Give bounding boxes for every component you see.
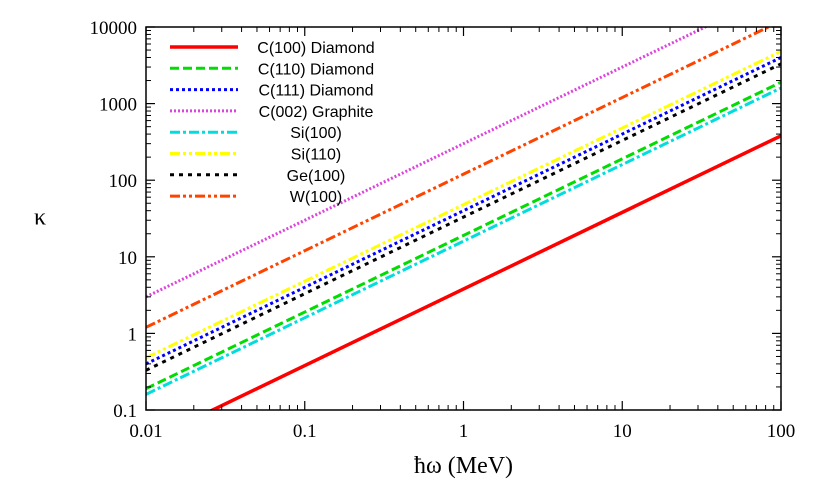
series-layer: [146, 27, 781, 410]
x-tick-label: 1: [459, 421, 469, 442]
series-line-2: [146, 80, 781, 391]
x-tick-label: 10: [613, 421, 632, 442]
series-line-3: [146, 56, 781, 366]
legend-label-6: Si(110): [291, 147, 341, 164]
y-tick-label: 10000: [90, 18, 138, 39]
series-line-4: [146, 27, 709, 299]
series-line-5: [146, 86, 781, 396]
y-axis-title: κ: [34, 205, 46, 231]
x-tick-label: 0.01: [129, 421, 162, 442]
y-tick-label: 1: [128, 324, 138, 345]
y-tick-label: 100: [109, 171, 138, 192]
x-axis-title: ħω (MeV): [414, 453, 513, 479]
legend: C(100) Diamond C(110) Diamond C(111) Diamo…: [170, 40, 375, 206]
legend-label-7: Ge(100): [287, 168, 346, 185]
legend-label-8: W(100): [290, 189, 342, 206]
x-tick-label: 0.1: [293, 421, 317, 442]
series-line-8: [146, 27, 772, 329]
x-tick-label: 100: [767, 421, 796, 442]
series-line-1: [208, 134, 781, 410]
legend-label-1: C(100) Diamond: [257, 40, 374, 57]
legend-label-4: C(002) Graphite: [259, 104, 374, 121]
legend-label-2: C(110) Diamond: [258, 61, 374, 78]
y-tick-label: 1000: [99, 95, 137, 116]
y-tick-label: 0.1: [113, 401, 137, 422]
y-tick-label: 10: [118, 248, 137, 269]
legend-label-3: C(111) Diamond: [258, 83, 373, 100]
legend-label-5: Si(100): [290, 125, 342, 142]
series-line-6: [146, 50, 781, 360]
series-line-7: [146, 62, 781, 372]
